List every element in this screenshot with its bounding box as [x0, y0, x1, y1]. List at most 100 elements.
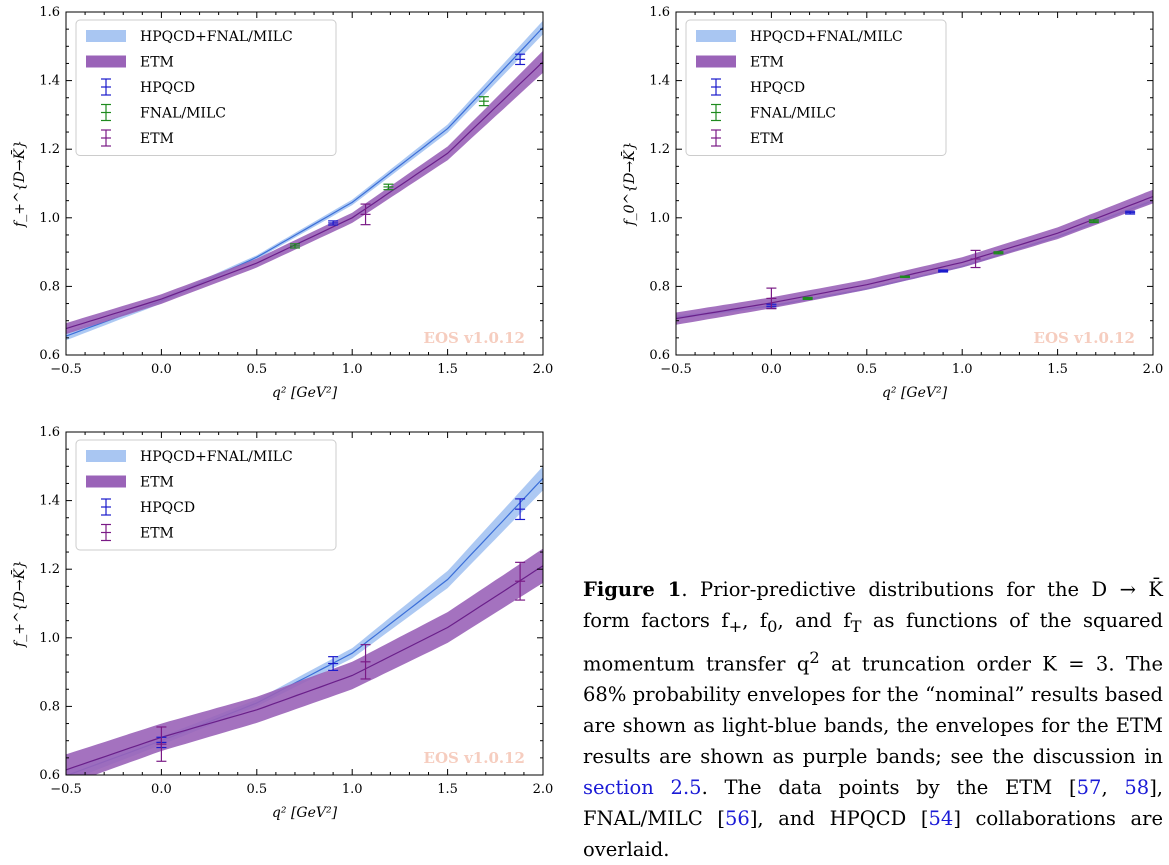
plot-area: [66, 466, 543, 775]
legend-swatch-etm: [86, 475, 126, 488]
caption-text: ], FNAL/MILC [: [583, 776, 1163, 831]
band-center-line: [66, 565, 543, 771]
x-tick-label: 1.0: [952, 362, 973, 377]
ref-link[interactable]: 57: [1076, 776, 1102, 800]
data-point: [1088, 219, 1099, 224]
x-tick-label: 1.0: [342, 782, 363, 797]
y-tick-label: 0.8: [39, 699, 60, 714]
legend-item: HPQCD: [711, 78, 805, 96]
y-tick-label: 1.4: [649, 74, 670, 89]
data-point: [938, 269, 949, 273]
y-tick-label: 1.4: [39, 74, 60, 89]
y-tick-label: 1.2: [649, 142, 670, 157]
y-tick-label: 0.6: [649, 348, 670, 363]
data-point: [515, 561, 526, 601]
legend: HPQCD+FNAL/MILC ETM HPQCD FNAL/MILC ETM: [75, 19, 337, 156]
data-point: [1125, 210, 1136, 215]
x-tick-label: 2.0: [533, 782, 554, 797]
data-point: [970, 249, 981, 269]
x-tick-label: 0.5: [246, 362, 267, 377]
legend-item: ETM: [86, 475, 174, 491]
legend-item: HPQCD: [101, 498, 195, 516]
legend-item: FNAL/MILC: [101, 103, 226, 122]
plot-area: [676, 189, 1153, 325]
data-point: [289, 243, 300, 249]
legend-label: ETM: [140, 55, 174, 71]
y-tick-label: 1.6: [39, 425, 60, 440]
caption-sup-two: 2: [809, 647, 820, 667]
legend-swatch-nominal: [86, 30, 126, 42]
y-tick-label: 1.0: [39, 211, 60, 226]
legend: HPQCD+FNAL/MILC ETM HPQCD FNAL/MILC ETM: [685, 19, 947, 156]
legend-label: FNAL/MILC: [750, 106, 836, 122]
caption-text: . Prior-predictive distributions for the…: [583, 578, 1163, 632]
legend-label: ETM: [140, 526, 174, 542]
x-tick-label: −0.5: [50, 362, 82, 377]
data-point: [899, 275, 910, 279]
watermark: EOS v1.0.12: [1034, 329, 1135, 347]
legend-label: HPQCD: [140, 500, 195, 516]
data-point: [360, 203, 371, 226]
legend-label: HPQCD+FNAL/MILC: [750, 29, 903, 45]
legend-swatch-etm: [696, 55, 736, 68]
data-point: [766, 287, 777, 310]
x-axis-label: q² [GeV²]: [272, 385, 338, 401]
x-tick-label: 0.5: [856, 362, 877, 377]
ref-link[interactable]: 58: [1124, 776, 1150, 800]
x-tick-label: −0.5: [660, 362, 692, 377]
caption-sub-zero: 0: [767, 616, 778, 636]
data-point: [156, 726, 167, 762]
legend-box: [685, 19, 947, 156]
x-tick-label: 1.0: [342, 362, 363, 377]
legend-item: ETM: [711, 129, 784, 147]
watermark: EOS v1.0.12: [424, 329, 525, 347]
section-link[interactable]: section 2.5: [583, 776, 702, 800]
band-center-line: [66, 61, 543, 330]
caption-sub-t: T: [850, 616, 862, 636]
band-etm: [66, 548, 543, 775]
ref-link[interactable]: 56: [724, 807, 750, 831]
chart-panel-fzero: −0.5 0.0 0.5 1.0 1.5 2.0 0.6 0.8 1.0 1.2 1.4 1.6 q² …: [610, 0, 1169, 410]
y-axis-label: f_0^{D→K̄}: [620, 141, 638, 226]
x-tick-label: 1.5: [437, 362, 458, 377]
x-tick-label: 2.0: [1143, 362, 1164, 377]
y-tick-label: 1.6: [39, 5, 60, 20]
caption-text: , and f: [777, 609, 851, 632]
legend-item: FNAL/MILC: [711, 103, 836, 122]
data-point: [360, 644, 371, 680]
y-tick-label: 0.8: [649, 279, 670, 294]
band-etm: [676, 189, 1153, 325]
y-tick-label: 1.0: [39, 631, 60, 646]
caption-text: . The data points by the ETM [: [701, 776, 1077, 800]
y-axis-label: f_+^{D→K̄}: [10, 140, 28, 228]
caption-text: ,: [1101, 776, 1125, 800]
watermark: EOS v1.0.12: [424, 749, 525, 767]
x-tick-label: 0.0: [761, 362, 782, 377]
data-point: [802, 296, 813, 301]
y-tick-label: 1.2: [39, 562, 60, 577]
data-point: [515, 498, 526, 521]
chart-panel-fplus-top: −0.5 0.0 0.5 1.0 1.5 2.0 0.6 0.8 1.0 1.2 1.4 1.6 q² …: [0, 0, 560, 410]
legend-label: ETM: [140, 475, 174, 491]
y-tick-label: 1.4: [39, 494, 60, 509]
legend-label: ETM: [750, 55, 784, 71]
plot-area: [66, 20, 543, 341]
caption-text: at truncation order K = 3. The 68% proba…: [583, 652, 1164, 769]
legend-box: [75, 439, 337, 551]
chart-svg-c: −0.5 0.0 0.5 1.0 1.5 2.0 0.6 0.8 1.0 1.2 1.4 1.6 q² …: [10, 425, 554, 821]
legend-label: ETM: [140, 131, 174, 147]
y-tick-label: 1.6: [649, 5, 670, 20]
ref-link[interactable]: 54: [928, 807, 954, 831]
legend-item: ETM: [101, 523, 174, 542]
data-point: [478, 96, 489, 107]
legend-label: HPQCD: [750, 80, 805, 96]
x-axis-label: q² [GeV²]: [272, 805, 338, 821]
data-point: [328, 220, 339, 226]
x-tick-label: 0.5: [246, 782, 267, 797]
y-tick-label: 0.6: [39, 348, 60, 363]
figure-caption: Figure 1. Prior-predictive distributions…: [583, 574, 1163, 865]
y-tick-label: 0.8: [39, 279, 60, 294]
legend-swatch-nominal: [86, 450, 126, 462]
legend-item: HPQCD+FNAL/MILC: [696, 29, 903, 45]
data-point: [383, 183, 394, 191]
